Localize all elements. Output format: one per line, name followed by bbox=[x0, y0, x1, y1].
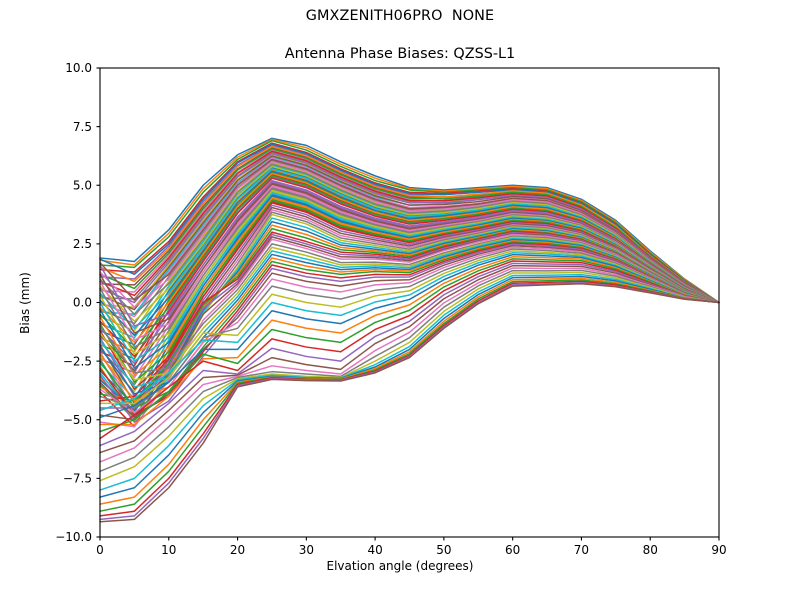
y-tick-label: −2.5 bbox=[63, 354, 92, 368]
series-line bbox=[99, 248, 720, 409]
series-line bbox=[99, 163, 720, 315]
axis-tick-labels: 0 10 20 30 40 50 60 70 80 90 −10.0 −7.5 −5.0 −2.5 0.0 2… bbox=[55, 61, 726, 557]
series-line bbox=[99, 161, 720, 308]
series-line bbox=[99, 143, 720, 304]
series-line bbox=[99, 250, 720, 405]
y-tick-label: 5.0 bbox=[73, 178, 92, 192]
series-line bbox=[99, 138, 720, 304]
x-tick-label: 50 bbox=[436, 543, 451, 557]
x-tick-label: 30 bbox=[299, 543, 314, 557]
series-line bbox=[99, 165, 720, 323]
y-tick-label: 7.5 bbox=[73, 120, 92, 134]
series-line bbox=[99, 271, 720, 482]
series-line bbox=[99, 269, 720, 473]
x-tick-label: 90 bbox=[711, 543, 726, 557]
x-tick-label: 10 bbox=[161, 543, 176, 557]
x-tick-label: 70 bbox=[574, 543, 589, 557]
series-line bbox=[99, 137, 720, 304]
series-line bbox=[99, 258, 720, 433]
series-line bbox=[99, 145, 720, 304]
series-line bbox=[99, 267, 720, 463]
series-line bbox=[99, 172, 720, 344]
series-line bbox=[99, 273, 720, 491]
x-tick-label: 80 bbox=[643, 543, 658, 557]
y-tick-label: −10.0 bbox=[55, 530, 92, 544]
series-line bbox=[99, 139, 720, 304]
series-line bbox=[99, 150, 720, 304]
series-line bbox=[99, 277, 720, 505]
figure-suptitle: GMXZENITH06PRO NONE bbox=[305, 8, 495, 24]
series-line bbox=[99, 148, 720, 304]
y-tick-label: 0.0 bbox=[73, 296, 92, 310]
series-line bbox=[99, 155, 720, 311]
series-line bbox=[99, 264, 720, 454]
series-line bbox=[99, 152, 720, 304]
series-line bbox=[99, 275, 720, 498]
series-line bbox=[99, 158, 720, 304]
axes-title: Antenna Phase Biases: QZSS-L1 bbox=[284, 46, 516, 62]
series-line bbox=[99, 282, 720, 523]
y-tick-label: −5.0 bbox=[63, 413, 92, 427]
series-line bbox=[99, 252, 720, 412]
series-line bbox=[99, 168, 720, 330]
x-tick-label: 0 bbox=[96, 543, 104, 557]
series-line bbox=[99, 256, 720, 426]
x-axis-label: Elvation angle (degrees) bbox=[326, 559, 474, 573]
x-tick-label: 40 bbox=[367, 543, 382, 557]
x-tick-label: 60 bbox=[505, 543, 520, 557]
series-line bbox=[99, 279, 720, 512]
series-line bbox=[99, 243, 720, 423]
series-line bbox=[99, 233, 720, 428]
y-tick-label: 2.5 bbox=[73, 237, 92, 251]
series-line bbox=[99, 260, 720, 440]
y-tick-label: 10.0 bbox=[65, 61, 92, 75]
data-lines-group bbox=[99, 137, 720, 523]
series-line bbox=[99, 262, 720, 447]
y-tick-label: −7.5 bbox=[63, 472, 92, 486]
x-tick-label: 20 bbox=[230, 543, 245, 557]
y-axis-label: Bias (mm) bbox=[18, 272, 32, 334]
series-line bbox=[99, 253, 720, 419]
axis-ticks bbox=[96, 67, 720, 541]
series-line bbox=[99, 246, 720, 414]
series-line bbox=[99, 280, 720, 517]
